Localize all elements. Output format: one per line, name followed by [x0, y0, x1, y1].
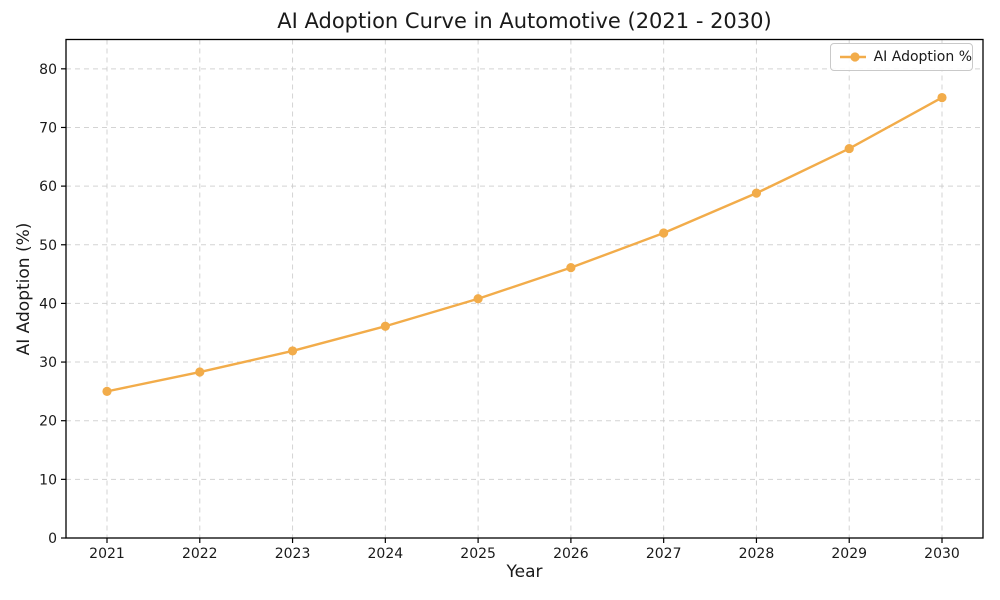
- legend-label: AI Adoption %: [873, 49, 972, 65]
- x-axis-label: Year: [506, 562, 543, 582]
- data-point-marker: [195, 367, 205, 377]
- data-point-marker: [380, 321, 390, 331]
- x-tick-label: 2022: [182, 546, 218, 562]
- x-tick-label: 2025: [460, 546, 496, 562]
- data-point-marker: [102, 386, 112, 396]
- data-point-marker: [287, 346, 298, 356]
- x-tick-label: 2026: [553, 546, 589, 562]
- x-tick-label: 2030: [924, 546, 960, 562]
- plot-spines: [65, 38, 984, 539]
- chart-title: AI Adoption Curve in Automotive (2021 - …: [277, 9, 772, 33]
- legend-line-marker-icon: [840, 52, 866, 62]
- y-tick-label: 20: [39, 414, 57, 430]
- y-tick-label: 80: [39, 62, 57, 78]
- y-axis-label: AI Adoption (%): [14, 222, 34, 356]
- x-tick-label: 2021: [89, 546, 125, 562]
- y-tick-label: 30: [39, 355, 57, 371]
- data-point-marker: [844, 143, 854, 154]
- data-point-marker: [937, 92, 947, 103]
- legend: AI Adoption %: [830, 43, 973, 71]
- y-tick-label: 40: [39, 296, 57, 312]
- y-tick-label: 50: [39, 238, 57, 254]
- y-tick-label: 0: [48, 531, 57, 547]
- y-tick-label: 60: [39, 179, 57, 195]
- data-point-marker: [473, 294, 483, 304]
- y-tick-label: 10: [39, 472, 57, 488]
- x-tick-label: 2023: [275, 546, 311, 562]
- series-line: [105, 96, 944, 393]
- data-point-marker: [751, 188, 762, 198]
- x-tick-label: 2029: [831, 546, 867, 562]
- x-tick-label: 2028: [739, 546, 775, 562]
- y-tick-label: 70: [39, 120, 57, 136]
- x-tick-label: 2027: [646, 546, 682, 562]
- data-point-marker: [659, 228, 669, 238]
- data-point-marker: [566, 263, 576, 273]
- x-tick-label: 2024: [368, 546, 404, 562]
